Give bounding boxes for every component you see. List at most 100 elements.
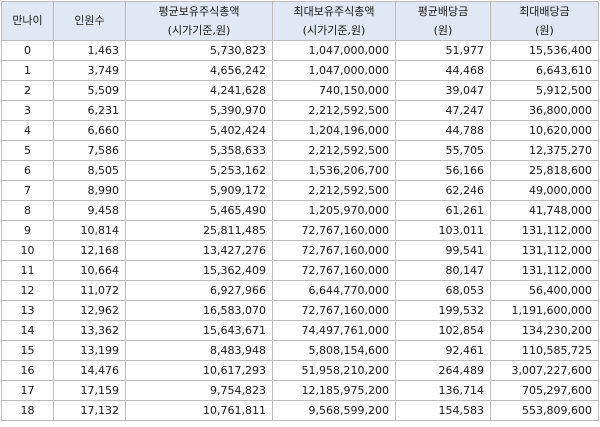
- age-cell: 7: [1, 180, 54, 201]
- avg-dividend-cell: 99,541: [395, 240, 491, 261]
- avg-holdings-cell: 13,427,276: [125, 240, 273, 261]
- table-row: 2 5,509 4,241,628 740,150,000 39,047 5,912,50…: [1, 80, 599, 101]
- avg-dividend-cell: 51,977: [395, 40, 491, 61]
- avg-holdings-cell: 10,761,811: [125, 400, 273, 421]
- age-cell: 4: [1, 120, 54, 141]
- max-dividend-cell: 15,536,400: [490, 40, 599, 61]
- count-cell: 6,660: [53, 120, 126, 141]
- max-holdings-cell: 1,536,206,700: [272, 160, 396, 181]
- count-cell: 12,962: [53, 300, 126, 321]
- avg-holdings-cell: 5,390,970: [125, 100, 273, 121]
- max-holdings-cell: 2,212,592,500: [272, 100, 396, 121]
- count-cell: 11,072: [53, 280, 126, 301]
- header-max-dividend: 최대배당금 (원): [490, 1, 599, 41]
- max-dividend-cell: 131,112,000: [490, 240, 599, 261]
- max-holdings-cell: 51,958,210,200: [272, 360, 396, 381]
- avg-dividend-cell: 80,147: [395, 260, 491, 281]
- max-holdings-cell: 72,767,160,000: [272, 220, 396, 241]
- avg-dividend-cell: 199,532: [395, 300, 491, 321]
- max-holdings-cell: 1,047,000,000: [272, 40, 396, 61]
- table-row: 11 10,664 15,362,409 72,767,160,000 80,147 13…: [1, 260, 599, 281]
- count-cell: 17,159: [53, 380, 126, 401]
- max-holdings-cell: 12,185,975,200: [272, 380, 396, 401]
- count-cell: 1,463: [53, 40, 126, 61]
- avg-holdings-cell: 5,402,424: [125, 120, 273, 141]
- max-dividend-cell: 3,007,227,600: [490, 360, 599, 381]
- max-dividend-cell: 110,585,725: [490, 340, 599, 361]
- age-cell: 16: [1, 360, 54, 381]
- header-row: 만나이 인원수 평균보유주식총액 (시가기준,원) 최대보유주식총액 (시가기준,원…: [1, 1, 599, 41]
- table-row: 16 14,476 10,617,293 51,958,210,200 264,489 3…: [1, 360, 599, 381]
- header-avg-dividend: 평균배당금 (원): [395, 1, 491, 41]
- max-holdings-cell: 72,767,160,000: [272, 240, 396, 261]
- max-holdings-cell: 1,205,970,000: [272, 200, 396, 221]
- max-dividend-cell: 553,809,600: [490, 400, 599, 421]
- table-row: 12 11,072 6,927,966 6,644,770,000 68,053 56,4…: [1, 280, 599, 301]
- table-row: 10 12,168 13,427,276 72,767,160,000 99,541 13…: [1, 240, 599, 261]
- avg-dividend-cell: 44,788: [395, 120, 491, 141]
- age-cell: 9: [1, 220, 54, 241]
- avg-holdings-cell: 5,465,490: [125, 200, 273, 221]
- max-holdings-cell: 72,767,160,000: [272, 300, 396, 321]
- max-dividend-cell: 131,112,000: [490, 260, 599, 281]
- table-row: 13 12,962 16,583,070 72,767,160,000 199,532 1…: [1, 300, 599, 321]
- avg-holdings-cell: 16,583,070: [125, 300, 273, 321]
- count-cell: 8,990: [53, 180, 126, 201]
- age-cell: 0: [1, 40, 54, 61]
- header-age: 만나이: [1, 1, 54, 41]
- count-cell: 9,458: [53, 200, 126, 221]
- avg-holdings-cell: 10,617,293: [125, 360, 273, 381]
- table-row: 1 3,749 4,656,242 1,047,000,000 44,468 6,643,…: [1, 60, 599, 81]
- count-cell: 12,168: [53, 240, 126, 261]
- max-holdings-cell: 2,212,592,500: [272, 180, 396, 201]
- avg-holdings-cell: 5,730,823: [125, 40, 273, 61]
- avg-holdings-cell: 25,811,485: [125, 220, 273, 241]
- count-cell: 5,509: [53, 80, 126, 101]
- table-row: 5 7,586 5,358,633 2,212,592,500 55,705 12,375…: [1, 140, 599, 161]
- max-holdings-cell: 5,808,154,600: [272, 340, 396, 361]
- table-row: 3 6,231 5,390,970 2,212,592,500 47,247 36,800…: [1, 100, 599, 121]
- age-cell: 11: [1, 260, 54, 281]
- max-dividend-cell: 131,112,000: [490, 220, 599, 241]
- avg-holdings-cell: 15,643,671: [125, 320, 273, 341]
- max-dividend-cell: 49,000,000: [490, 180, 599, 201]
- max-dividend-cell: 10,620,000: [490, 120, 599, 141]
- avg-dividend-cell: 264,489: [395, 360, 491, 381]
- avg-holdings-cell: 6,927,966: [125, 280, 273, 301]
- avg-dividend-cell: 136,714: [395, 380, 491, 401]
- max-dividend-cell: 56,400,000: [490, 280, 599, 301]
- count-cell: 14,476: [53, 360, 126, 381]
- age-cell: 6: [1, 160, 54, 181]
- max-holdings-cell: 6,644,770,000: [272, 280, 396, 301]
- avg-holdings-cell: 5,358,633: [125, 140, 273, 161]
- table-row: 18 17,132 10,761,811 9,568,599,200 154,583 55…: [1, 400, 599, 421]
- avg-dividend-cell: 39,047: [395, 80, 491, 101]
- table-row: 9 10,814 25,811,485 72,767,160,000 103,011 13…: [1, 220, 599, 241]
- avg-dividend-cell: 47,247: [395, 100, 491, 121]
- max-holdings-cell: 72,767,160,000: [272, 260, 396, 281]
- avg-holdings-cell: 4,241,628: [125, 80, 273, 101]
- max-holdings-cell: 2,212,592,500: [272, 140, 396, 161]
- avg-holdings-cell: 5,253,162: [125, 160, 273, 181]
- age-cell: 12: [1, 280, 54, 301]
- header-avg-holdings: 평균보유주식총액 (시가기준,원): [125, 1, 273, 41]
- avg-dividend-cell: 68,053: [395, 280, 491, 301]
- table-row: 8 9,458 5,465,490 1,205,970,000 61,261 41,748…: [1, 200, 599, 221]
- age-cell: 18: [1, 400, 54, 421]
- age-cell: 8: [1, 200, 54, 221]
- max-holdings-cell: 740,150,000: [272, 80, 396, 101]
- avg-holdings-cell: 9,754,823: [125, 380, 273, 401]
- max-holdings-cell: 1,204,196,000: [272, 120, 396, 141]
- max-dividend-cell: 705,297,600: [490, 380, 599, 401]
- max-dividend-cell: 5,912,500: [490, 80, 599, 101]
- age-cell: 17: [1, 380, 54, 401]
- avg-dividend-cell: 62,246: [395, 180, 491, 201]
- avg-dividend-cell: 56,166: [395, 160, 491, 181]
- count-cell: 3,749: [53, 60, 126, 81]
- avg-dividend-cell: 44,468: [395, 60, 491, 81]
- max-dividend-cell: 41,748,000: [490, 200, 599, 221]
- count-cell: 13,199: [53, 340, 126, 361]
- age-cell: 3: [1, 100, 54, 121]
- count-cell: 10,664: [53, 260, 126, 281]
